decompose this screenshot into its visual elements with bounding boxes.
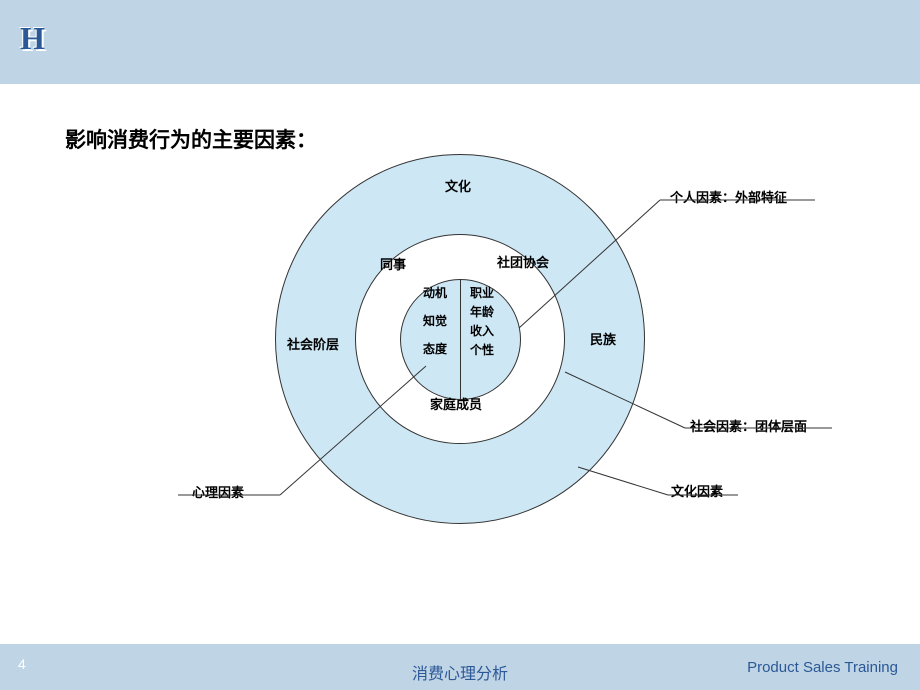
callout-bottom-right: 文化因素 — [671, 481, 723, 500]
callout-bottom-left: 心理因素 — [192, 482, 244, 501]
inner-left-0: 动机 — [423, 284, 447, 301]
logo: H — [20, 20, 45, 57]
middle-tl-label: 同事 — [380, 254, 406, 273]
content-area: 影响消费行为的主要因素： 文化 社会阶层 民族 同事 社团协会 家庭成员 动机 … — [0, 84, 920, 644]
callout-top-right: 个人因素：外部特征 — [670, 187, 787, 206]
page-title: 影响消费行为的主要因素： — [65, 124, 317, 154]
middle-tr-label: 社团协会 — [497, 252, 549, 271]
outer-left-label: 社会阶层 — [287, 334, 339, 353]
outer-right-label: 民族 — [590, 329, 616, 348]
header-bar: H — [0, 0, 920, 84]
callout-right: 社会因素：团体层面 — [690, 416, 807, 435]
inner-right-2: 收入 — [470, 322, 494, 339]
middle-bottom-label: 家庭成员 — [430, 394, 482, 413]
inner-right-1: 年龄 — [470, 303, 494, 320]
inner-left-1: 知觉 — [423, 312, 447, 329]
concentric-diagram: 文化 社会阶层 民族 同事 社团协会 家庭成员 动机 知觉 态度 职业 年龄 收… — [275, 154, 645, 524]
inner-left-2: 态度 — [423, 340, 447, 357]
inner-right-0: 职业 — [470, 284, 494, 301]
inner-divider — [460, 280, 461, 399]
outer-top-label: 文化 — [445, 176, 471, 195]
footer-right: Product Sales Training — [747, 659, 898, 676]
inner-right-3: 个性 — [470, 341, 494, 358]
footer-bar: 4 消费心理分析 Product Sales Training — [0, 644, 920, 690]
